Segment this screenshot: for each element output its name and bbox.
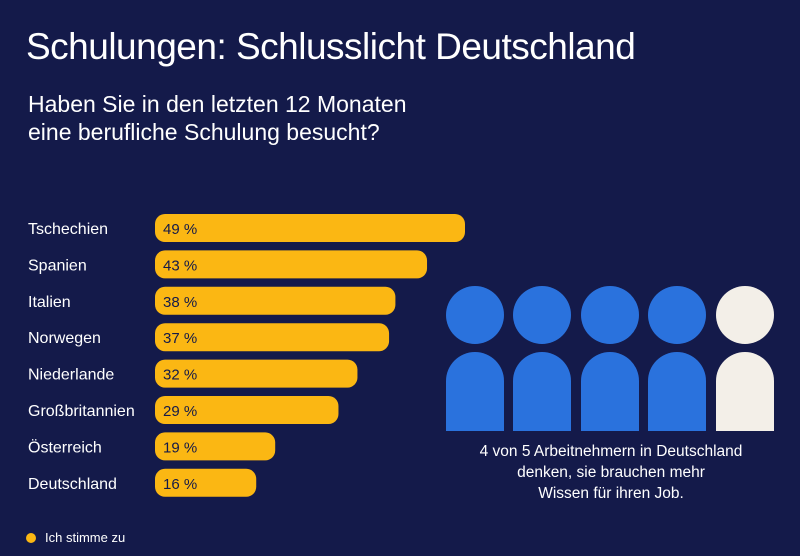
bar (155, 396, 339, 424)
category-label: Großbritannien (28, 403, 135, 420)
category-label: Niederlande (28, 367, 114, 384)
bar (155, 286, 396, 315)
person-body (446, 352, 504, 431)
people-infographic (446, 286, 776, 431)
person-body (581, 352, 639, 431)
bar (155, 214, 465, 242)
legend-label: Ich stimme zu (45, 530, 126, 545)
person-head (446, 286, 504, 344)
bar-value-label: 43 % (163, 257, 197, 274)
bar-value-label: 32 % (163, 367, 197, 384)
bar-value-label: 49 % (163, 221, 197, 238)
bar (155, 359, 358, 388)
bar-value-label: 37 % (163, 330, 197, 347)
bar (155, 250, 428, 279)
chart-title: Schulungen: Schlusslicht Deutschland (26, 26, 636, 67)
bar-value-label: 19 % (163, 439, 197, 456)
caption-line-2: denken, sie brauchen mehr (517, 464, 705, 481)
person-head (513, 286, 571, 344)
legend: Ich stimme zu (26, 530, 125, 545)
person-icon-1 (446, 286, 504, 431)
person-head (648, 286, 706, 344)
bar-value-label: 16 % (163, 476, 197, 493)
category-label: Österreich (28, 438, 102, 456)
person-head (581, 286, 639, 344)
bar (155, 468, 257, 497)
bar-value-label: 29 % (163, 403, 197, 420)
category-label: Spanien (28, 257, 87, 274)
person-head (716, 286, 774, 344)
person-icon-4 (648, 286, 706, 431)
category-label: Norwegen (28, 330, 101, 347)
subtitle-line-1: Haben Sie in den letzten 12 Monaten (28, 91, 407, 117)
bar-value-label: 38 % (163, 294, 197, 311)
bar-chart: Tschechien 49 % Spanien 43 % Italien 38 % Norw… (28, 214, 465, 497)
caption-line-3: Wissen für ihren Job. (538, 485, 684, 502)
person-body (648, 352, 706, 431)
person-body (716, 352, 774, 431)
legend-swatch (26, 532, 36, 543)
bar (155, 323, 390, 352)
chart-subtitle: Haben Sie in den letzten 12 Monaten eine… (28, 90, 468, 146)
subtitle-line-2: eine berufliche Schulung besucht? (28, 119, 380, 145)
person-icon-5 (716, 286, 774, 431)
category-label: Tschechien (28, 221, 108, 238)
person-icon-3 (581, 286, 639, 431)
category-label: Deutschland (28, 476, 117, 493)
bar (155, 432, 276, 461)
infographic-caption: 4 von 5 Arbeitnehmern in Deutschland den… (446, 441, 776, 504)
person-icon-2 (513, 286, 571, 431)
caption-line-1: 4 von 5 Arbeitnehmern in Deutschland (479, 443, 743, 460)
category-label: Italien (28, 294, 71, 311)
person-body (513, 352, 571, 431)
